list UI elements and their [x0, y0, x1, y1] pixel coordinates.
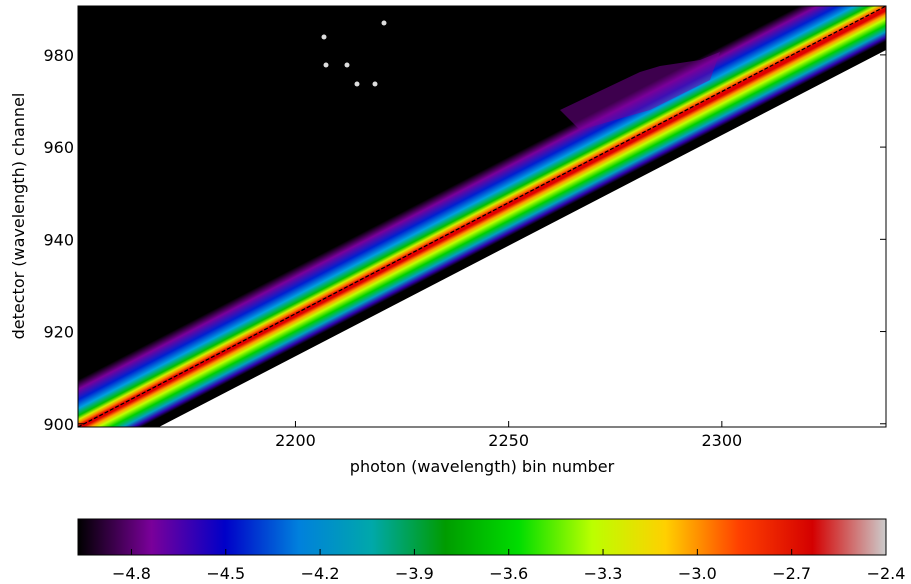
colorbar-tick-label: −4.2	[301, 564, 340, 583]
colorbar-tick-label: −2.4	[867, 564, 906, 583]
x-tick-label: 2300	[701, 431, 742, 450]
plot-frame	[77, 5, 887, 428]
colorbar-tick-label: −3.3	[584, 564, 623, 583]
image-feature	[560, 52, 720, 130]
x-tick-label: 2200	[275, 431, 316, 450]
y-tick-label: 940	[43, 230, 74, 249]
image	[78, 6, 886, 427]
y-tick-label: 900	[43, 415, 74, 434]
image-hot-pixels	[321, 20, 387, 87]
colorbar-tick-label: −3.0	[678, 564, 717, 583]
colorbar-tick-label: −3.6	[489, 564, 528, 583]
colorbar-tick-label: −4.8	[112, 564, 151, 583]
image-band	[78, 6, 886, 427]
x-tick-label: 2250	[488, 431, 529, 450]
fit-line	[78, 6, 886, 427]
y-tick-label: 960	[43, 138, 74, 157]
x-axis-label: photon (wavelength) bin number	[350, 457, 615, 476]
y-axis-label: detector (wavelength) channel	[9, 93, 28, 340]
colorbar-tick-label: −2.7	[772, 564, 811, 583]
y-tick-label: 980	[43, 46, 74, 65]
colorbar	[77, 518, 887, 556]
colorbar-tick-label: −4.5	[206, 564, 245, 583]
colorbar-tick-label: −3.9	[395, 564, 434, 583]
y-tick-label: 920	[43, 323, 74, 342]
